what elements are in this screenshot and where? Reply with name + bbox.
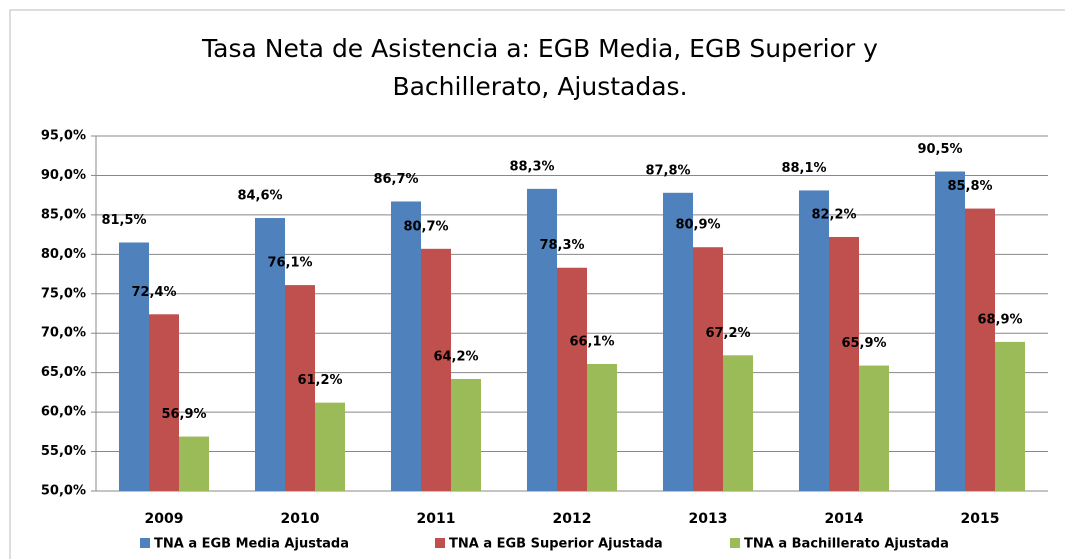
legend-swatch	[435, 538, 445, 548]
data-label: 61,2%	[297, 373, 342, 388]
y-tick-label: 85,0%	[41, 207, 86, 222]
x-tick-label: 2009	[145, 511, 184, 527]
y-tick-label: 50,0%	[41, 484, 86, 499]
data-label: 90,5%	[917, 142, 962, 157]
x-tick-label: 2015	[961, 511, 1000, 527]
x-tick-label: 2014	[825, 511, 864, 527]
bar	[527, 188, 557, 491]
bar	[995, 341, 1025, 491]
data-label: 78,3%	[539, 238, 584, 253]
bar	[965, 208, 995, 492]
x-tick-label: 2010	[281, 511, 320, 527]
y-tick-label: 70,0%	[41, 326, 86, 341]
y-tick-label: 90,0%	[41, 168, 86, 183]
bar	[391, 201, 421, 491]
bar	[663, 192, 693, 492]
data-label: 86,7%	[373, 172, 418, 187]
legend-label: TNA a EGB Media Ajustada	[154, 537, 349, 552]
bar	[829, 236, 859, 491]
data-label: 82,2%	[811, 207, 856, 222]
data-label: 67,2%	[705, 326, 750, 341]
bar	[451, 378, 481, 491]
legend-swatch	[140, 538, 150, 548]
x-tick-label: 2013	[689, 511, 728, 527]
y-tick-label: 75,0%	[41, 286, 86, 301]
y-tick-label: 55,0%	[41, 444, 86, 459]
legend-label: TNA a Bachillerato Ajustada	[744, 537, 949, 552]
y-tick-label: 65,0%	[41, 365, 86, 380]
y-tick-label: 80,0%	[41, 247, 86, 262]
data-label: 65,9%	[841, 336, 886, 351]
y-tick-label: 60,0%	[41, 405, 86, 420]
data-label: 80,9%	[675, 218, 720, 233]
data-label: 81,5%	[101, 213, 146, 228]
data-label: 64,2%	[433, 349, 478, 364]
legend-label: TNA a EGB Superior Ajustada	[449, 537, 663, 552]
bar	[935, 171, 965, 491]
chart-title: Tasa Neta de Asistencia a: EGB Media, EG…	[202, 34, 878, 101]
data-label: 66,1%	[569, 334, 614, 349]
data-label: 88,1%	[781, 161, 826, 176]
bar	[421, 248, 451, 491]
data-label: 88,3%	[509, 159, 554, 174]
data-label: 84,6%	[237, 189, 282, 204]
bar	[285, 285, 315, 491]
bar	[859, 365, 889, 491]
chart-border	[9, 9, 1065, 559]
data-label: 68,9%	[977, 312, 1022, 327]
data-label: 56,9%	[161, 407, 206, 422]
bar	[693, 247, 723, 491]
data-label: 80,7%	[403, 219, 448, 234]
x-tick-label: 2011	[417, 511, 456, 527]
bar	[723, 355, 753, 491]
bar	[557, 267, 587, 491]
data-label: 87,8%	[645, 163, 690, 178]
bar	[149, 314, 179, 491]
data-label: 72,4%	[131, 285, 176, 300]
bar	[799, 190, 829, 491]
y-tick-label: 95,0%	[41, 129, 86, 144]
legend-swatch	[730, 538, 740, 548]
bar	[587, 363, 617, 491]
x-tick-label: 2012	[553, 511, 592, 527]
bar	[179, 436, 209, 491]
bar	[119, 242, 149, 491]
bar	[315, 402, 345, 491]
bar	[255, 218, 285, 492]
data-label: 85,8%	[947, 179, 992, 194]
data-label: 76,1%	[267, 256, 312, 271]
